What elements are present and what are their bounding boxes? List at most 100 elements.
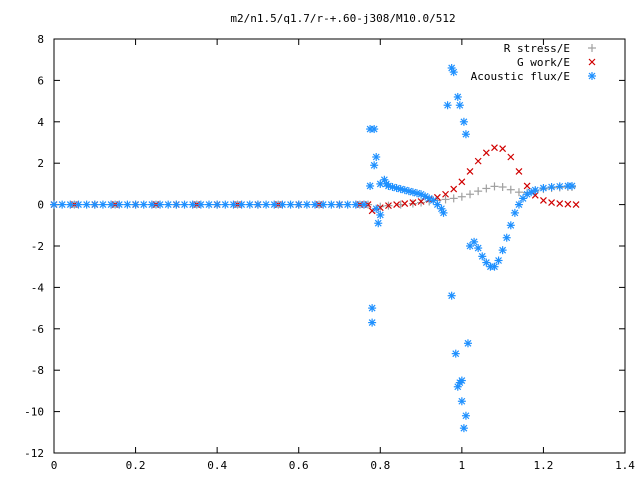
data-point xyxy=(270,200,279,209)
data-point xyxy=(359,200,368,209)
data-point xyxy=(221,200,230,209)
data-point xyxy=(567,181,576,190)
data-point xyxy=(156,200,165,209)
data-point xyxy=(458,178,466,186)
x-tick-label: 0.8 xyxy=(370,459,390,472)
data-point xyxy=(385,202,392,210)
data-point xyxy=(494,256,503,265)
data-point xyxy=(498,183,507,192)
y-tick-label: 4 xyxy=(37,116,44,129)
data-point xyxy=(245,200,254,209)
y-tick-label: 6 xyxy=(37,74,44,87)
data-point xyxy=(319,200,328,209)
data-point xyxy=(482,258,491,267)
data-point xyxy=(262,200,271,209)
data-point xyxy=(253,200,262,209)
data-point xyxy=(393,201,401,209)
data-point xyxy=(180,200,189,209)
data-point xyxy=(343,200,352,209)
data-point xyxy=(470,237,479,246)
data-point xyxy=(502,233,511,242)
chart-title: m2/n1.5/q1.7/r-+.60-j308/M10.0/512 xyxy=(230,12,455,25)
data-point xyxy=(564,200,572,208)
data-point xyxy=(278,200,287,209)
x-tick-label: 1.4 xyxy=(615,459,635,472)
data-point xyxy=(461,130,470,139)
data-point xyxy=(453,92,462,101)
data-point xyxy=(455,101,464,110)
data-point xyxy=(115,200,124,209)
y-tick-label: 8 xyxy=(37,33,44,46)
data-point xyxy=(531,186,540,195)
legend-marker xyxy=(588,44,596,52)
data-point xyxy=(556,200,564,207)
data-point xyxy=(482,184,491,193)
data-point xyxy=(449,68,458,77)
data-point xyxy=(131,200,140,209)
data-point xyxy=(58,200,67,209)
data-point xyxy=(139,200,148,209)
x-tick-label: 0.2 xyxy=(126,459,146,472)
data-point xyxy=(311,200,320,209)
legend-marker xyxy=(588,58,596,66)
data-point xyxy=(442,190,449,198)
data-point xyxy=(461,411,470,420)
data-point xyxy=(490,262,499,271)
data-point xyxy=(417,198,426,207)
data-point xyxy=(506,185,515,194)
y-tick-label: 0 xyxy=(37,199,44,212)
x-tick-label: 0 xyxy=(51,459,58,472)
data-point xyxy=(213,200,222,209)
data-points xyxy=(50,63,580,433)
data-point xyxy=(50,200,58,209)
data-point xyxy=(506,221,515,230)
data-point xyxy=(401,200,409,207)
data-point xyxy=(237,200,246,209)
data-point xyxy=(408,199,417,208)
data-point xyxy=(466,168,474,175)
y-tick-label: -8 xyxy=(31,364,44,377)
x-tick-label: 0.6 xyxy=(289,459,309,472)
plot-frame xyxy=(53,38,626,454)
legend-label: R stress/E xyxy=(504,42,570,55)
data-point xyxy=(539,184,548,193)
y-tick-label: 2 xyxy=(37,157,44,170)
data-point xyxy=(196,200,205,209)
data-point xyxy=(366,181,375,190)
data-point xyxy=(172,200,181,209)
data-point xyxy=(368,304,377,313)
data-point xyxy=(547,183,556,192)
data-point xyxy=(466,190,475,199)
y-tick-label: -4 xyxy=(31,281,45,294)
data-point xyxy=(302,200,311,209)
data-point xyxy=(474,187,483,196)
data-point xyxy=(447,291,456,300)
data-point xyxy=(523,182,531,190)
data-point xyxy=(474,244,483,253)
data-point xyxy=(164,200,173,209)
data-point xyxy=(510,208,519,217)
data-point xyxy=(474,157,482,165)
x-tick-label: 1.2 xyxy=(533,459,553,472)
data-point xyxy=(441,195,450,204)
data-point xyxy=(409,199,417,206)
data-point xyxy=(439,208,448,217)
data-point xyxy=(515,168,523,175)
data-point xyxy=(229,200,238,209)
data-point xyxy=(482,149,490,157)
data-point xyxy=(90,200,99,209)
data-point xyxy=(507,153,515,161)
data-point xyxy=(450,185,458,193)
data-point xyxy=(188,200,197,209)
data-point xyxy=(457,376,466,385)
data-point xyxy=(433,193,441,201)
legend-marker xyxy=(588,72,596,80)
axis-ticks: 0 0.2 0.4 0.6 0.8 1 1.2 1.4 8 6 4 2 0 -2 -4 -6 -8 -10 -12 xyxy=(24,33,635,472)
data-point xyxy=(498,246,507,255)
data-point xyxy=(514,188,523,197)
data-point xyxy=(459,424,468,433)
data-point xyxy=(82,200,91,209)
data-point xyxy=(572,201,580,209)
